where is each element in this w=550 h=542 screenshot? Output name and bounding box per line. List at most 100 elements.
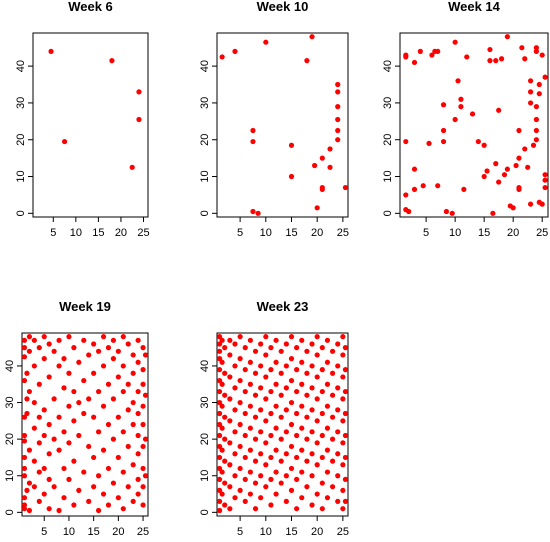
data-point: [232, 48, 238, 55]
data-point: [216, 410, 223, 417]
data-point: [458, 104, 464, 110]
data-point: [319, 410, 325, 417]
data-point: [56, 447, 62, 453]
data-point: [335, 429, 341, 435]
data-point: [288, 465, 295, 472]
y-tick-label: 30: [4, 396, 16, 408]
data-point: [91, 484, 97, 490]
data-point: [504, 34, 510, 40]
data-point: [129, 164, 135, 170]
data-point: [329, 348, 336, 354]
data-point: [46, 451, 52, 457]
data-point: [247, 337, 253, 343]
data-point: [222, 458, 228, 464]
data-point: [324, 425, 331, 431]
data-point: [340, 396, 346, 402]
data-point: [71, 502, 77, 508]
data-point: [314, 418, 320, 424]
data-point: [21, 354, 28, 360]
data-point: [26, 348, 33, 354]
data-point: [250, 127, 256, 134]
data-point: [420, 183, 426, 189]
data-point: [135, 410, 141, 417]
data-point: [71, 388, 77, 395]
data-point: [125, 341, 131, 347]
data-point: [309, 473, 315, 479]
data-point: [304, 370, 310, 376]
data-point: [48, 48, 54, 55]
data-point: [309, 385, 315, 391]
data-point: [283, 385, 289, 391]
data-point: [283, 498, 289, 504]
data-point: [493, 58, 499, 64]
data-point: [342, 432, 349, 439]
data-point: [21, 377, 28, 384]
data-point: [222, 502, 228, 508]
scatter-panel-3: Week 14 5 10 15 20 25 0 10 20 30 40: [382, 0, 549, 239]
data-point: [314, 491, 320, 497]
data-point: [140, 367, 146, 373]
y-tick-label: 0: [15, 210, 27, 216]
data-point: [522, 146, 528, 152]
data-point: [61, 495, 67, 501]
data-point: [440, 102, 447, 108]
x-tick-label: 5: [237, 526, 243, 538]
data-point: [140, 502, 146, 508]
data-point: [91, 341, 97, 347]
data-point: [252, 392, 259, 398]
data-point: [24, 410, 30, 417]
data-point: [247, 447, 253, 453]
data-point: [278, 436, 284, 442]
data-point: [527, 201, 534, 207]
data-point: [340, 334, 346, 340]
data-point: [527, 89, 534, 95]
data-point: [458, 96, 464, 102]
data-point: [216, 432, 223, 439]
data-point: [21, 345, 28, 351]
data-point: [219, 337, 225, 343]
data-point: [247, 359, 253, 365]
data-point: [21, 454, 28, 461]
data-point: [406, 208, 412, 215]
y-tick-label: 40: [4, 360, 16, 372]
data-point: [314, 374, 320, 380]
data-point: [309, 502, 315, 508]
x-tick-label: 10: [449, 227, 461, 239]
data-point: [136, 89, 142, 95]
plot-frame: [216, 32, 349, 218]
data-point: [222, 436, 228, 442]
data-point: [21, 495, 28, 501]
data-point: [46, 421, 52, 428]
data-point: [56, 507, 62, 514]
data-point: [283, 429, 289, 435]
data-point: [100, 334, 107, 340]
data-point: [142, 392, 149, 398]
data-point: [110, 396, 117, 402]
data-point: [242, 476, 248, 482]
data-point: [95, 473, 102, 479]
data-point: [142, 352, 149, 358]
data-point: [56, 363, 62, 369]
data-point: [24, 370, 30, 376]
data-point: [273, 359, 279, 365]
data-point: [81, 337, 87, 343]
x-tick-label: 5: [237, 227, 243, 239]
data-point: [263, 334, 269, 340]
x-tick-label: 5: [423, 227, 429, 239]
data-point: [335, 137, 341, 143]
data-point: [496, 179, 502, 185]
x-tick-label: 15: [478, 227, 490, 239]
data-point: [283, 341, 289, 347]
x-tick-label: 25: [536, 227, 548, 239]
data-point: [435, 183, 441, 189]
data-point: [263, 462, 269, 468]
data-point: [319, 506, 325, 512]
data-point: [24, 396, 30, 402]
data-point: [21, 432, 28, 439]
data-point: [501, 172, 508, 178]
data-point: [216, 334, 223, 340]
data-point: [242, 498, 248, 504]
data-point: [525, 164, 531, 170]
y-tick-label: 40: [15, 60, 27, 72]
data-point: [135, 337, 141, 343]
